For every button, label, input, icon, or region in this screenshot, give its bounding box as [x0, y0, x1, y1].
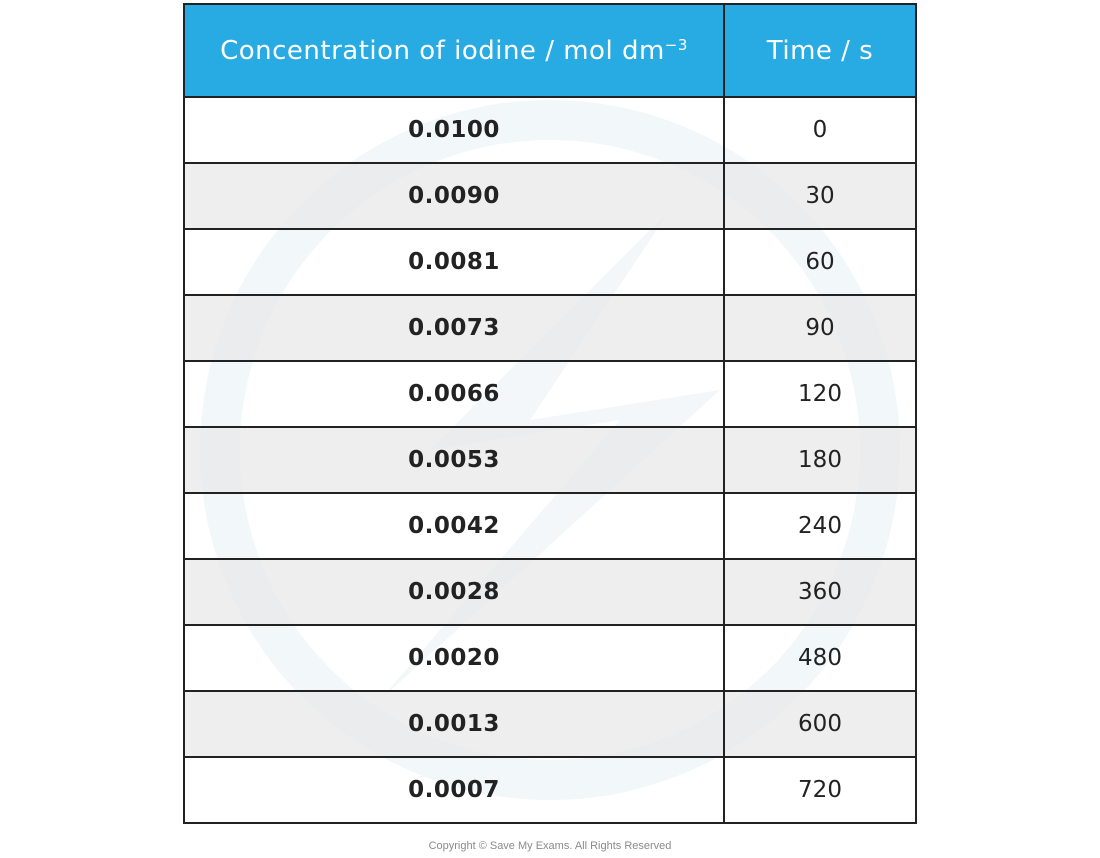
- table-row: 0.0081 60: [183, 228, 917, 296]
- table-row: 0.0042 240: [183, 492, 917, 560]
- concentration-cell: 0.0020: [183, 624, 725, 692]
- concentration-cell: 0.0081: [183, 228, 725, 296]
- table-row: 0.0007 720: [183, 756, 917, 824]
- time-cell: 30: [723, 162, 917, 230]
- table-row: 0.0066 120: [183, 360, 917, 428]
- time-cell: 360: [723, 558, 917, 626]
- concentration-column-header: Concentration of iodine / mol dm−3: [183, 3, 725, 98]
- time-cell: 90: [723, 294, 917, 362]
- table-row: 0.0100 0: [183, 96, 917, 164]
- concentration-cell: 0.0007: [183, 756, 725, 824]
- concentration-header-label: Concentration of iodine / mol dm: [220, 35, 665, 66]
- time-column-header: Time / s: [723, 3, 917, 98]
- concentration-header-superscript: −3: [664, 35, 688, 54]
- time-cell: 60: [723, 228, 917, 296]
- concentration-cell: 0.0100: [183, 96, 725, 164]
- concentration-cell: 0.0090: [183, 162, 725, 230]
- table-row: 0.0053 180: [183, 426, 917, 494]
- table-row: 0.0020 480: [183, 624, 917, 692]
- table-row: 0.0090 30: [183, 162, 917, 230]
- concentration-cell: 0.0013: [183, 690, 725, 758]
- time-cell: 600: [723, 690, 917, 758]
- iodine-concentration-table: Concentration of iodine / mol dm−3 Time …: [183, 3, 917, 824]
- time-cell: 240: [723, 492, 917, 560]
- concentration-cell: 0.0028: [183, 558, 725, 626]
- table-header-row: Concentration of iodine / mol dm−3 Time …: [183, 3, 917, 98]
- concentration-cell: 0.0066: [183, 360, 725, 428]
- concentration-cell: 0.0042: [183, 492, 725, 560]
- concentration-cell: 0.0053: [183, 426, 725, 494]
- table-row: 0.0028 360: [183, 558, 917, 626]
- time-cell: 720: [723, 756, 917, 824]
- concentration-cell: 0.0073: [183, 294, 725, 362]
- time-cell: 180: [723, 426, 917, 494]
- time-cell: 120: [723, 360, 917, 428]
- time-cell: 0: [723, 96, 917, 164]
- table-row: 0.0073 90: [183, 294, 917, 362]
- table-row: 0.0013 600: [183, 690, 917, 758]
- data-table-container: Concentration of iodine / mol dm−3 Time …: [183, 3, 917, 824]
- time-cell: 480: [723, 624, 917, 692]
- copyright-notice: Copyright © Save My Exams. All Rights Re…: [428, 840, 672, 852]
